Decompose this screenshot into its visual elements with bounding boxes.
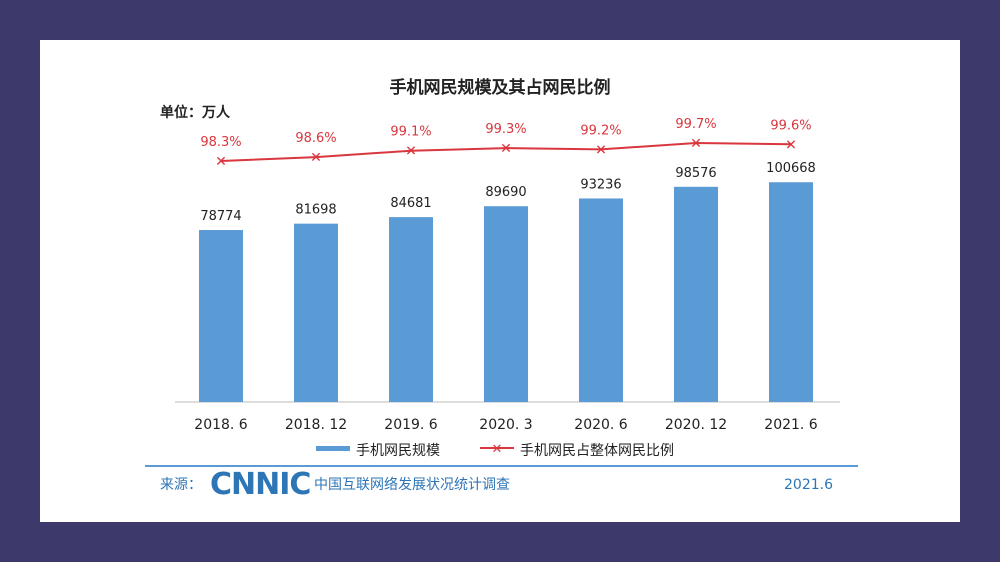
x-tick-label: 2020. 3 (479, 417, 532, 433)
ratio-label: 99.6% (770, 118, 811, 133)
chart-title: 手机网民规模及其占网民比例 (390, 77, 611, 98)
footer-date: 2021.6 (784, 477, 833, 493)
x-tick-label: 2020. 6 (574, 417, 628, 433)
x-tick-label: 2020. 12 (665, 417, 727, 433)
legend-bar-swatch (316, 446, 350, 451)
bar-value-label: 81698 (295, 203, 336, 218)
legend-line-marker: ✕ (492, 442, 503, 457)
x-tick-label: 2018. 12 (285, 417, 347, 433)
ratio-line (220, 141, 792, 162)
ratio-label: 99.3% (485, 122, 526, 137)
ratio-point: ✕ (690, 136, 702, 152)
ratio-label: 99.2% (580, 123, 621, 138)
ratio-point: ✕ (215, 154, 227, 170)
source-org: 中国互联网络发展状况统计调查 (314, 477, 510, 493)
ratio-label: 99.1% (390, 125, 431, 140)
source-label: 来源： (160, 477, 202, 493)
x-tick-label: 2019. 6 (384, 417, 438, 433)
ratio-point: ✕ (785, 137, 797, 153)
legend-line-label: 手机网民占整体网民比例 (520, 443, 674, 459)
ratio-label: 98.6% (295, 131, 336, 146)
ratio-point: ✕ (595, 142, 607, 158)
legend-bar-label: 手机网民规模 (356, 443, 440, 459)
ratio-label: 98.3% (200, 135, 241, 150)
bar (484, 206, 528, 402)
x-tick-label: 2021. 6 (764, 417, 818, 433)
bar (579, 198, 623, 402)
ratio-label: 99.7% (675, 117, 716, 132)
bar (674, 186, 718, 402)
bar-value-label: 89690 (485, 185, 526, 200)
unit-label: 单位：万人 (160, 104, 231, 121)
ratio-point: ✕ (310, 150, 322, 166)
bar-value-label: 100668 (766, 161, 816, 176)
ratio-point: ✕ (500, 141, 512, 157)
bar-value-label: 84681 (390, 196, 431, 211)
bar-value-label: 93236 (580, 177, 621, 192)
cnnic-logo: CNNIC (210, 467, 310, 502)
bar (294, 223, 338, 402)
x-tick-label: 2018. 6 (194, 417, 248, 433)
bar (389, 217, 433, 402)
bar-value-label: 78774 (200, 209, 241, 224)
bar-value-label: 98576 (675, 166, 716, 181)
ratio-point: ✕ (405, 144, 417, 160)
bar (769, 182, 813, 402)
bar (199, 230, 243, 402)
